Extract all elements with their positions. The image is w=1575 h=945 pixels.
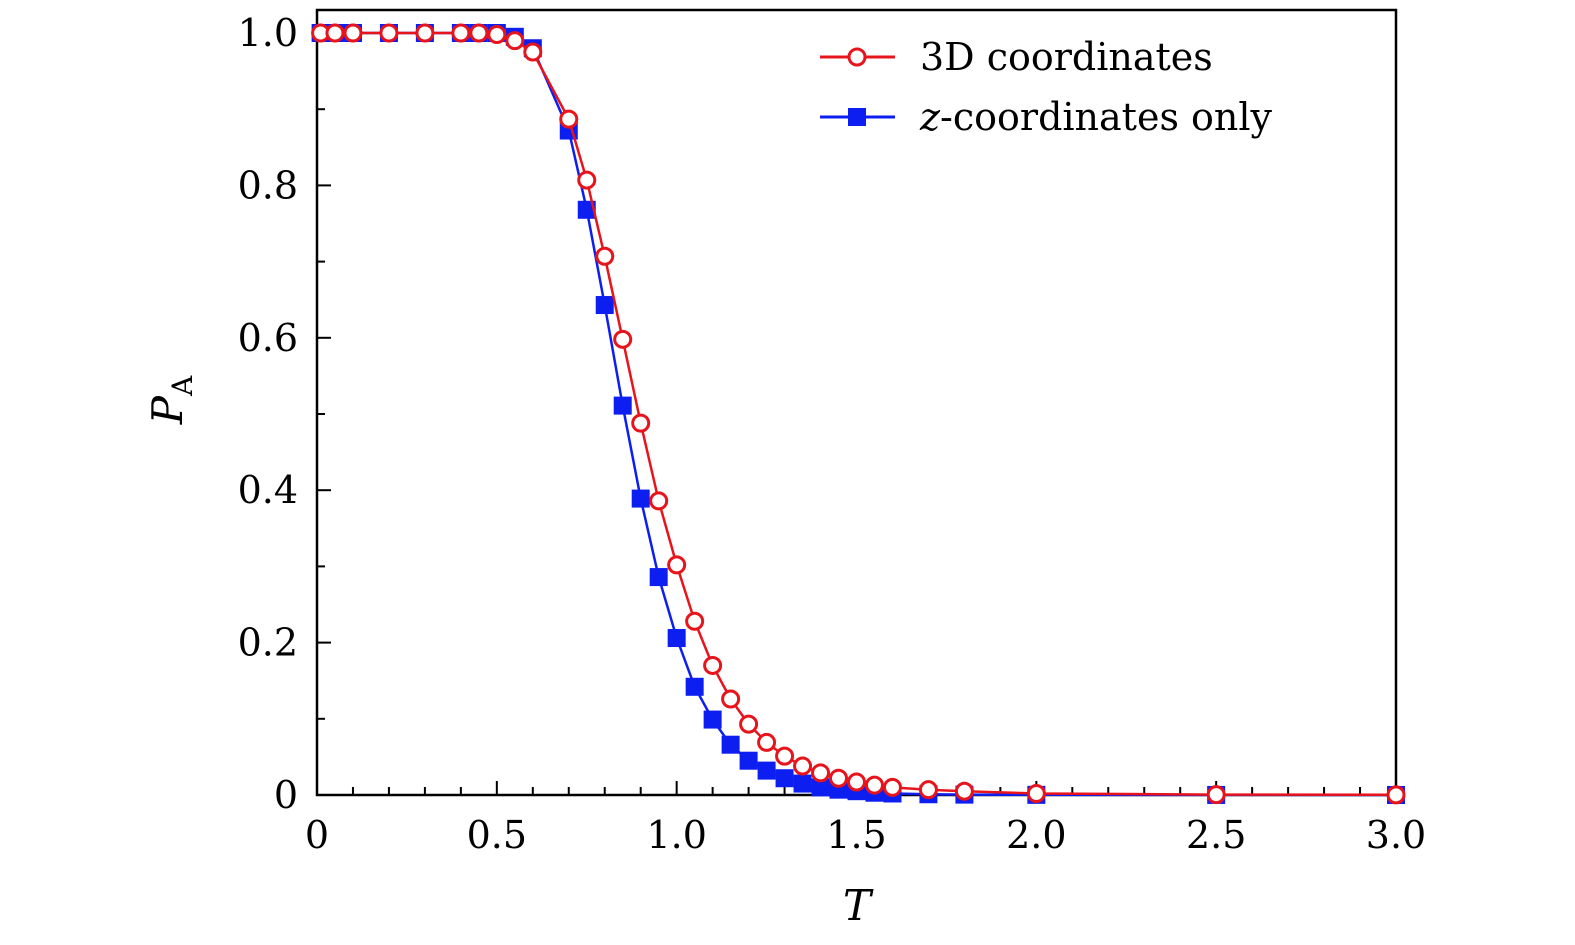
legend-label-z-rest: -coordinates only bbox=[940, 95, 1272, 139]
data-point bbox=[595, 246, 615, 266]
data-point bbox=[685, 677, 704, 696]
data-point bbox=[1026, 783, 1046, 803]
data-point bbox=[757, 761, 776, 780]
x-tick-label: 1.5 bbox=[826, 813, 886, 857]
data-point bbox=[775, 746, 795, 766]
x-tick-label: 2.5 bbox=[1186, 813, 1246, 857]
y-tick-label: 0.8 bbox=[238, 163, 298, 207]
x-tick-label: 1.0 bbox=[646, 813, 706, 857]
x-axis-title: T bbox=[843, 881, 874, 930]
data-point bbox=[829, 768, 849, 788]
data-point bbox=[577, 200, 596, 219]
data-point bbox=[595, 296, 614, 315]
legend: 3D coordinates z-coordinates only bbox=[820, 35, 1273, 139]
series-line bbox=[320, 31, 1397, 797]
series-layer bbox=[311, 23, 1406, 805]
x-tick-labels: 0 0.5 1.0 1.5 2.0 2.5 3.0 bbox=[305, 813, 1426, 857]
y-tick-label: 1.0 bbox=[238, 11, 298, 55]
y-axis-title-main: P bbox=[143, 395, 192, 425]
data-point bbox=[793, 756, 813, 776]
data-point bbox=[505, 31, 525, 51]
y-axis-title: PA bbox=[143, 375, 199, 425]
data-point bbox=[775, 769, 794, 788]
series-line bbox=[320, 31, 1397, 797]
data-point bbox=[379, 23, 399, 43]
data-point bbox=[451, 23, 471, 43]
y-axis-title-subscript: A bbox=[166, 375, 199, 397]
data-point bbox=[811, 763, 831, 783]
y-tick-labels: 0 0.2 0.4 0.6 0.8 1.0 bbox=[238, 11, 298, 817]
data-point bbox=[703, 655, 723, 675]
data-point bbox=[415, 23, 435, 43]
legend-label-3d: 3D coordinates bbox=[920, 35, 1213, 79]
y-tick-label: 0.2 bbox=[238, 621, 298, 665]
legend-label-z: z-coordinates only bbox=[919, 95, 1273, 139]
data-point bbox=[1386, 785, 1406, 805]
data-point bbox=[864, 775, 884, 795]
y-tick-label: 0.6 bbox=[238, 316, 298, 360]
data-point bbox=[613, 329, 633, 349]
series-3d-coordinates bbox=[311, 23, 1406, 805]
data-point bbox=[631, 413, 651, 433]
data-point bbox=[721, 689, 741, 709]
data-point bbox=[882, 777, 902, 797]
x-tick-label: 3.0 bbox=[1366, 813, 1426, 857]
legend-marker-z bbox=[848, 108, 866, 126]
legend-marker-3d bbox=[847, 47, 867, 67]
data-point bbox=[847, 772, 866, 792]
data-point bbox=[325, 23, 345, 43]
legend-item-z: z-coordinates only bbox=[820, 95, 1273, 139]
data-point bbox=[631, 489, 650, 508]
data-point bbox=[1206, 785, 1226, 805]
data-point bbox=[523, 42, 543, 62]
svg-text:PA: PA bbox=[143, 375, 199, 425]
y-tick-label: 0 bbox=[274, 773, 298, 817]
y-tick-label: 0.4 bbox=[238, 468, 298, 512]
data-point bbox=[649, 491, 669, 511]
series-z-coordinates-only bbox=[311, 24, 1405, 804]
data-point bbox=[469, 23, 489, 43]
data-point bbox=[577, 170, 597, 190]
legend-item-3d: 3D coordinates bbox=[820, 35, 1213, 79]
data-point bbox=[739, 714, 759, 734]
data-point bbox=[793, 774, 812, 793]
data-point bbox=[954, 781, 974, 801]
data-point bbox=[649, 568, 668, 587]
x-tick-label: 0 bbox=[305, 813, 329, 857]
legend-label-z-italic: z bbox=[919, 95, 941, 139]
data-point bbox=[721, 735, 740, 754]
data-point bbox=[757, 732, 777, 752]
data-point bbox=[667, 555, 687, 575]
data-point bbox=[739, 751, 758, 770]
data-point bbox=[343, 23, 363, 43]
data-point bbox=[667, 629, 686, 648]
data-point bbox=[487, 25, 507, 45]
data-point bbox=[685, 611, 705, 631]
data-point bbox=[703, 710, 722, 729]
x-tick-label: 0.5 bbox=[467, 813, 527, 857]
x-tick-label: 2.0 bbox=[1006, 813, 1066, 857]
data-point bbox=[918, 780, 938, 800]
axis-ticks bbox=[316, 32, 1397, 796]
data-point bbox=[613, 396, 632, 415]
data-point bbox=[811, 778, 830, 797]
data-point bbox=[559, 109, 579, 129]
